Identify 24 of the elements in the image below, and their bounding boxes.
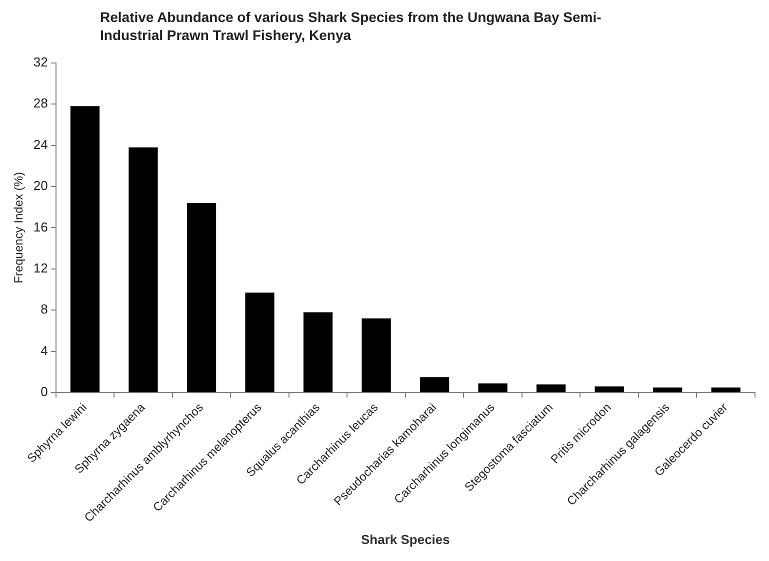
bar bbox=[186, 202, 216, 392]
bar bbox=[594, 386, 624, 392]
chart-title: Relative Abundance of various Shark Species from the Ungwana Bay Semi-Industrial Prawn Trawl Fishery, Kenya bbox=[100, 8, 602, 44]
bar bbox=[303, 312, 333, 392]
x-axis-title: Shark Species bbox=[360, 532, 450, 547]
y-tick-label: 0 bbox=[40, 384, 48, 400]
bar bbox=[536, 384, 566, 392]
y-axis-title: Frequency Index (%) bbox=[12, 172, 26, 284]
bar bbox=[653, 387, 682, 392]
bar bbox=[420, 377, 450, 392]
bar bbox=[711, 387, 740, 392]
bar bbox=[362, 318, 391, 392]
y-tick-label: 16 bbox=[33, 219, 48, 234]
y-tick-label: 12 bbox=[33, 260, 48, 276]
y-tick-label: 24 bbox=[33, 136, 48, 152]
y-tick-label: 8 bbox=[40, 302, 48, 317]
bar bbox=[245, 292, 274, 392]
y-tick-label: 28 bbox=[33, 96, 48, 111]
y-tick-label: 32 bbox=[33, 54, 48, 70]
bar bbox=[128, 147, 158, 392]
y-tick-label: 20 bbox=[33, 178, 48, 194]
bar bbox=[70, 106, 100, 392]
y-tick-label: 4 bbox=[40, 342, 48, 358]
bar bbox=[478, 383, 508, 392]
